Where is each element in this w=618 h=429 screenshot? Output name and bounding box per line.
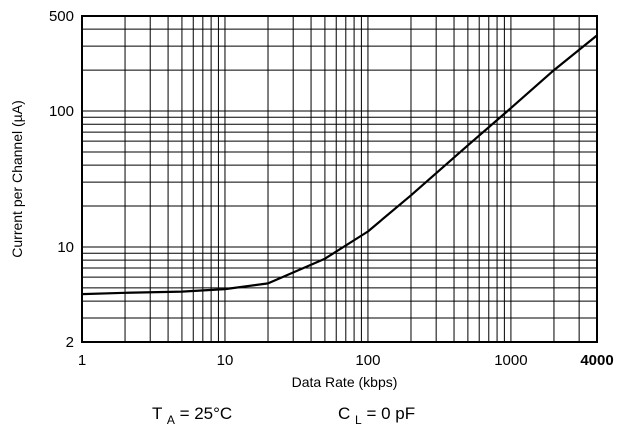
condition-load-capacitance-subscript: L (355, 413, 362, 427)
series-line-1 (81, 34, 598, 296)
condition-load-capacitance: C L = 0 pF (338, 404, 415, 428)
y-tick-labels: 2 10 100 500 (49, 8, 74, 351)
x-tick-label: 10 (217, 352, 234, 369)
plot-frame (81, 15, 598, 343)
x-axis-title: Data Rate (kbps) (292, 374, 398, 390)
condition-temperature-symbol: T (152, 404, 162, 423)
grid (82, 16, 597, 342)
x-tick-label: 100 (355, 352, 380, 369)
series-group (81, 34, 598, 296)
y-tick-label: 10 (57, 239, 74, 256)
y-tick-label: 500 (49, 8, 74, 25)
condition-temperature: T A = 25°C (152, 404, 232, 428)
condition-temperature-value: = 25°C (180, 404, 233, 423)
x-tick-labels: 1 10 100 1000 4000 (78, 352, 614, 369)
x-tick-label: 1000 (494, 352, 527, 369)
x-tick-label: 1 (78, 352, 86, 369)
x-tick-label: 4000 (580, 352, 613, 369)
y-tick-label: 2 (66, 334, 74, 351)
y-tick-label: 100 (49, 103, 74, 120)
condition-temperature-subscript: A (167, 413, 175, 427)
condition-load-capacitance-symbol: C (338, 404, 350, 423)
y-axis-title: Current per Channel (µA) (9, 100, 25, 257)
condition-load-capacitance-value: = 0 pF (366, 404, 415, 423)
